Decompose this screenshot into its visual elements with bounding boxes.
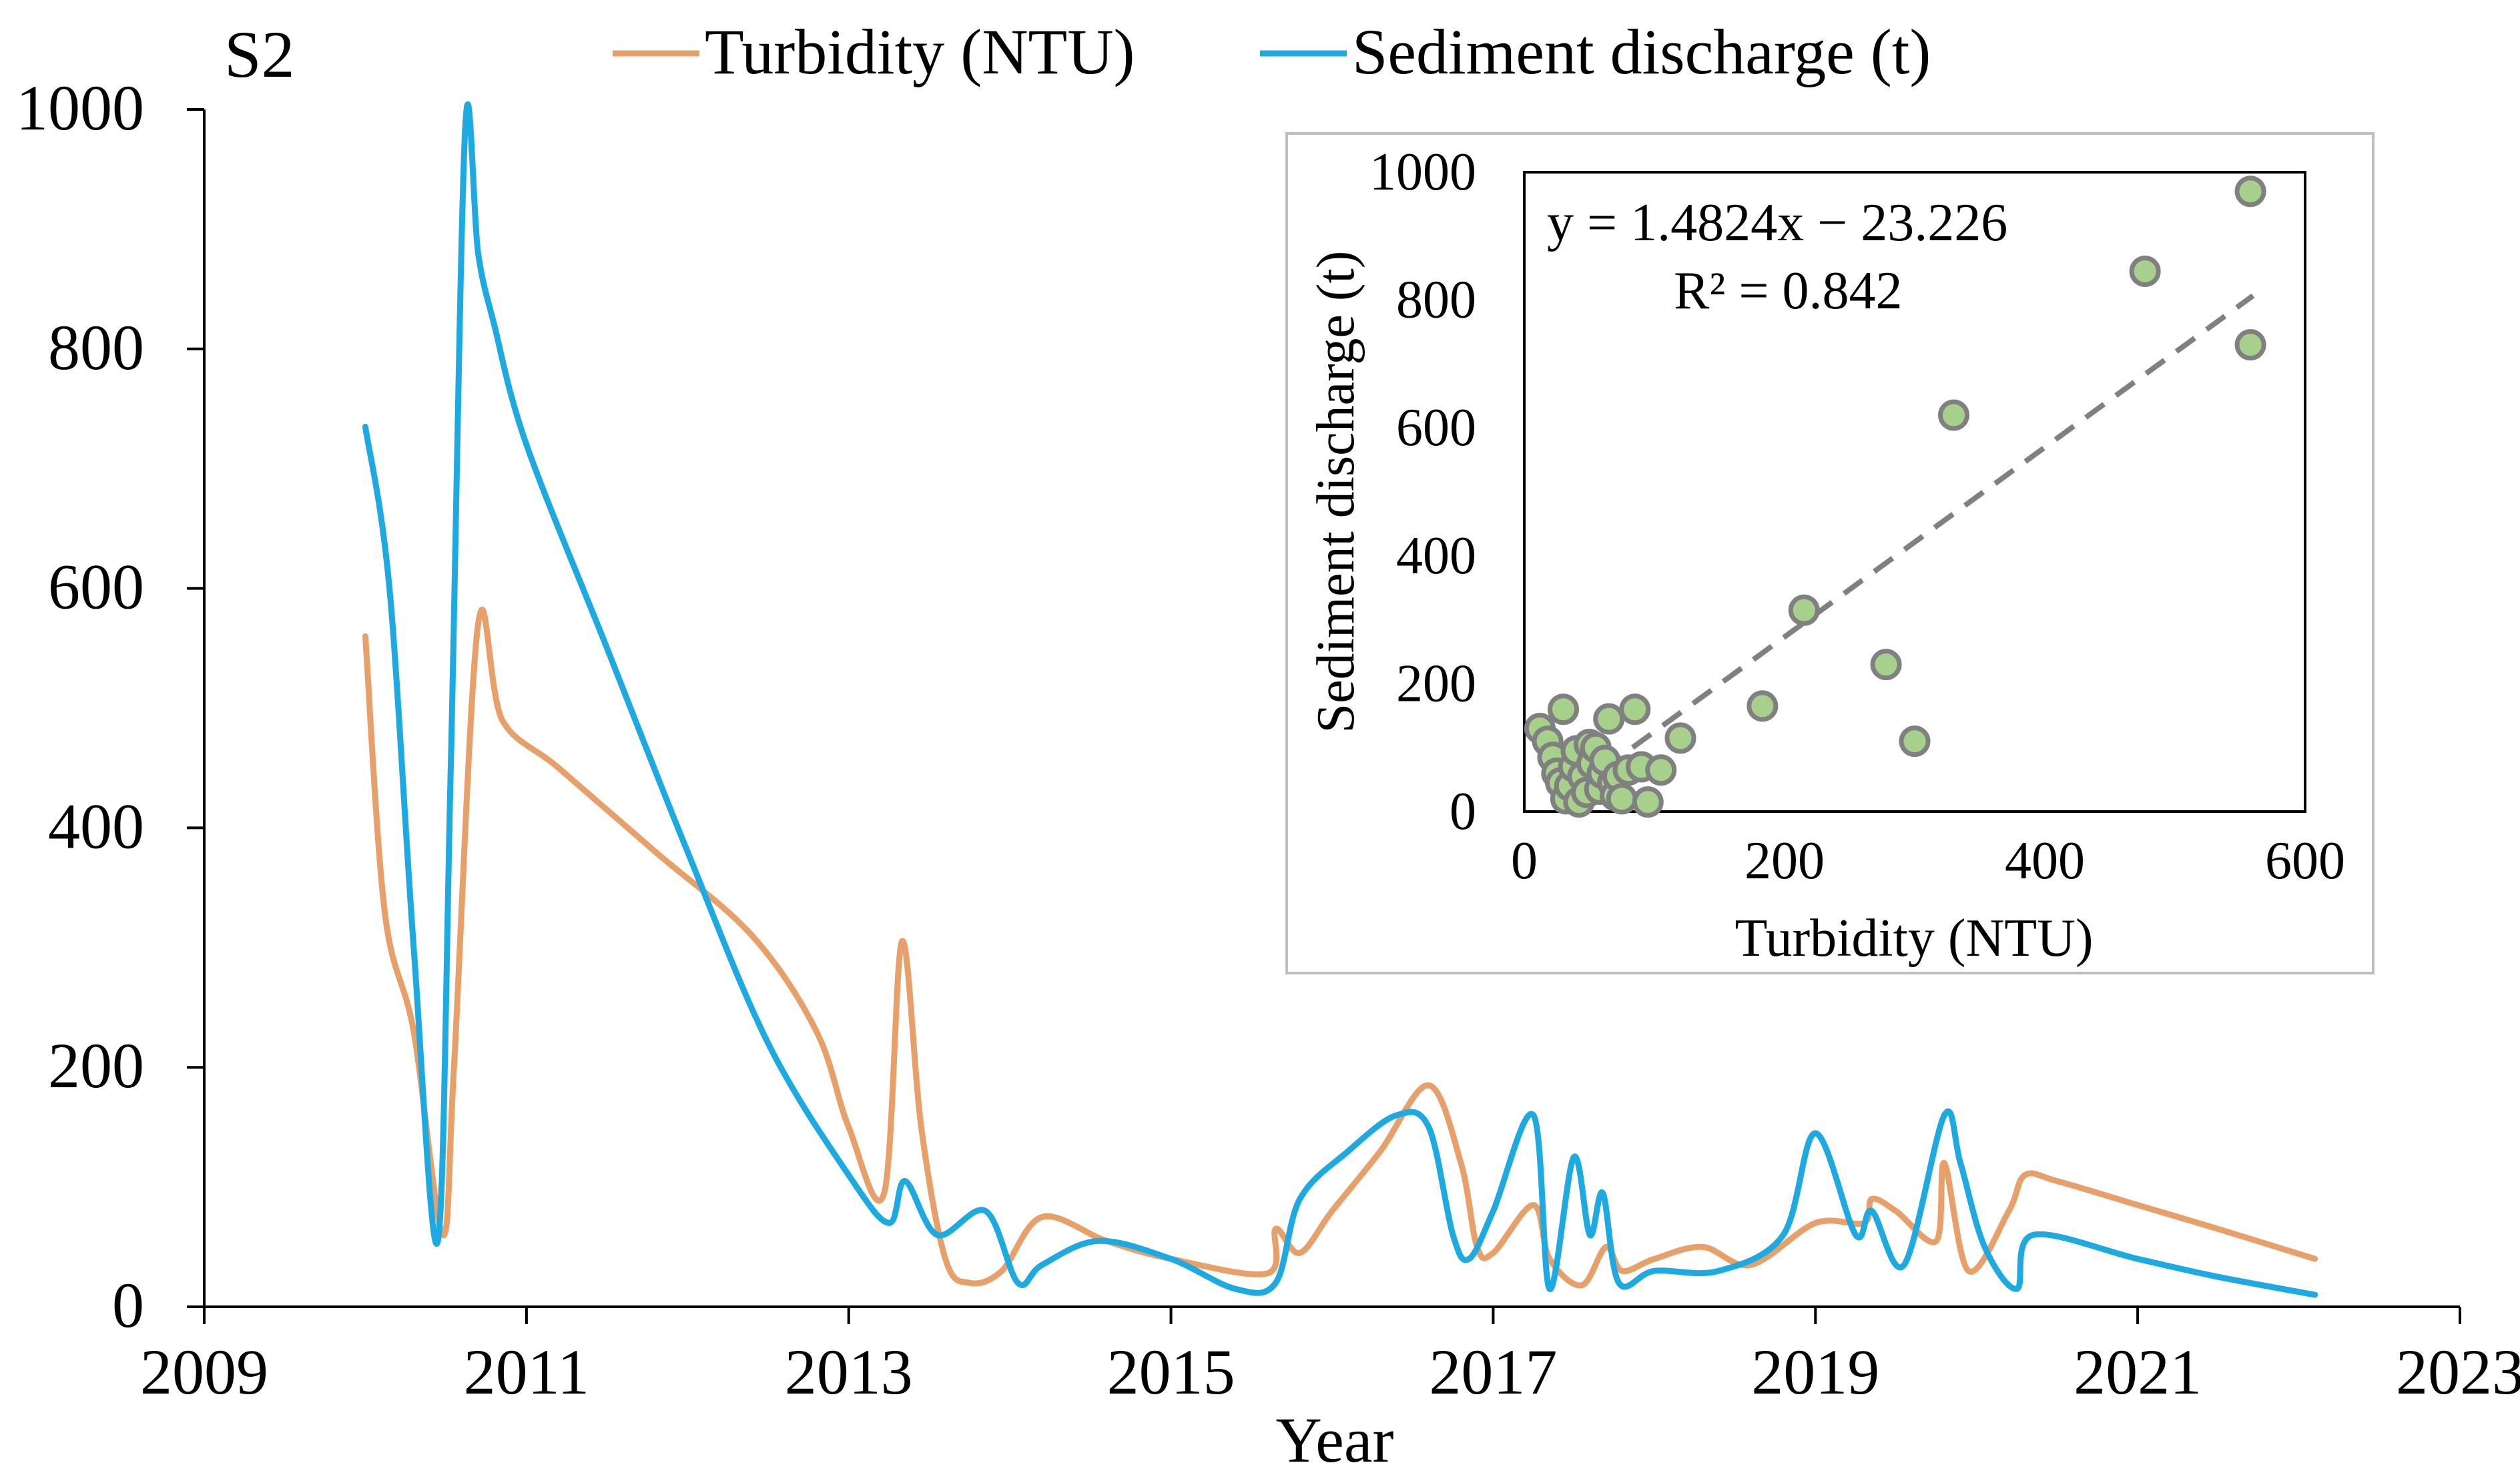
scatter-point: [1548, 693, 1579, 725]
inset-x-tick-label: 600: [2265, 832, 2345, 890]
inset-frame: [1285, 132, 2375, 974]
series-line-turbidity: [362, 606, 2318, 1289]
inset-y-axis-title: Sediment discharge (t): [1307, 251, 1365, 733]
x-tick-label: 2019: [1751, 1336, 1879, 1408]
inset-points-group: [1524, 176, 2266, 818]
scatter-point: [1870, 649, 1902, 681]
legend: Turbidity (NTU) Sediment discharge (t): [613, 16, 1931, 87]
inset-y-tick-label: 400: [1396, 527, 1476, 585]
main-series-group: [362, 101, 2318, 1298]
x-tick-label: 2009: [140, 1336, 268, 1408]
legend-label-turbidity: Turbidity (NTU): [705, 16, 1135, 87]
scatter-point: [1645, 754, 1677, 786]
x-tick-label: 2017: [1429, 1336, 1557, 1408]
inset-y-tick-label: 600: [1396, 398, 1476, 457]
x-tick-label: 2015: [1107, 1336, 1235, 1408]
panel-label: S2: [224, 17, 295, 91]
legend-label-sediment: Sediment discharge (t): [1352, 16, 1931, 87]
scatter-point: [1899, 725, 1931, 758]
inset-x-ticks: 0 200 400 600: [1511, 832, 2345, 890]
x-tick-label: 2013: [785, 1336, 913, 1408]
inset-y-ticks: 0 200 400 600 800 1000: [1369, 143, 1476, 841]
scatter-point: [1606, 783, 1638, 815]
y-tick-label: 0: [112, 1269, 144, 1341]
scatter-point: [1788, 594, 1820, 626]
inset-x-tick-label: 0: [1511, 832, 1538, 890]
y-tick-label: 600: [48, 551, 144, 623]
x-tick-label: 2021: [2074, 1336, 2202, 1408]
inset-r-squared: R² = 0.842: [1674, 262, 1902, 320]
inset-plot-area: [1523, 171, 2306, 813]
scatter-point: [1619, 693, 1651, 725]
scatter-point: [1664, 722, 1696, 754]
scatter-point: [2129, 255, 2161, 287]
inset-y-tick-label: 0: [1450, 782, 1476, 841]
inset-y-tick-label: 800: [1396, 271, 1476, 330]
x-axis-title: Year: [1276, 1404, 1394, 1476]
main-y-ticks: 0 200 400 600 800 1000: [16, 72, 204, 1341]
y-tick-label: 200: [48, 1030, 144, 1101]
scatter-point: [2234, 176, 2266, 208]
scatter-point: [1632, 786, 1664, 818]
inset-x-tick-label: 400: [2005, 832, 2085, 890]
series-line-sediment-discharge: [362, 101, 2318, 1298]
inset-equation: y = 1.4824x − 23.226: [1547, 194, 2007, 252]
inset-x-tick-label: 200: [1745, 832, 1825, 890]
scatter-point: [1593, 703, 1625, 735]
scatter-point: [2234, 329, 2266, 361]
inset-trendline: [1600, 293, 2255, 772]
x-tick-label: 2011: [464, 1336, 589, 1408]
inset-y-tick-label: 1000: [1369, 143, 1476, 202]
inset-x-axis-title: Turbidity (NTU): [1735, 909, 2093, 968]
scatter-point: [1938, 399, 1969, 431]
y-tick-label: 1000: [16, 72, 144, 143]
y-tick-label: 800: [48, 312, 144, 383]
main-x-ticks: 2009 2011 2013 2015 2017 2019 2021 2023: [140, 1307, 2520, 1408]
x-tick-label: 2023: [2396, 1336, 2520, 1408]
scatter-point: [1747, 690, 1779, 722]
y-tick-label: 400: [48, 790, 144, 862]
inset-y-tick-label: 200: [1396, 654, 1476, 713]
